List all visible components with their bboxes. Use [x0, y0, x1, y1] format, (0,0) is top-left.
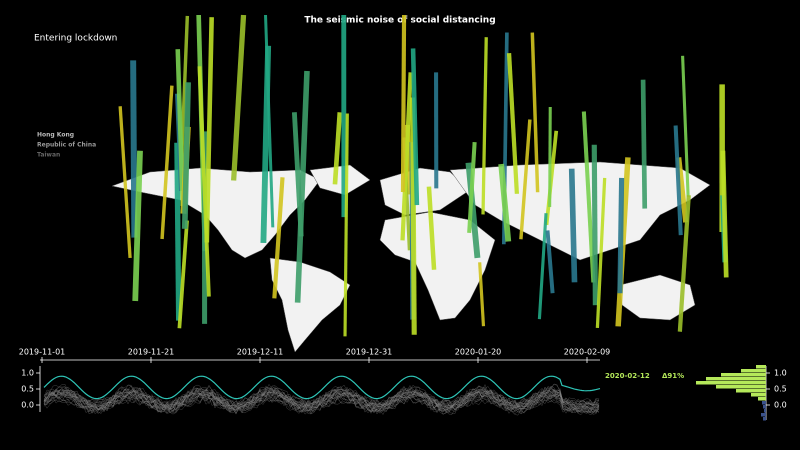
region-label: Hong Kong — [37, 132, 74, 139]
station-bar — [506, 53, 520, 194]
noise-trace — [43, 388, 600, 407]
station-bar — [332, 112, 343, 185]
station-bar — [673, 125, 683, 236]
station-bar — [400, 72, 413, 241]
noise-trace — [43, 394, 600, 416]
station-bar — [537, 213, 548, 320]
station-bar — [132, 150, 143, 302]
y-tick-label: 1.0 — [21, 369, 34, 378]
noise-trace — [43, 389, 600, 415]
noise-trace — [43, 388, 600, 409]
x-tick-label: 2019-11-01 — [19, 348, 66, 357]
station-bar — [160, 85, 174, 240]
station-bar — [426, 186, 437, 270]
station-bar — [481, 37, 488, 215]
histogram-panel: 1.0 0.5 0.0 — [696, 365, 787, 421]
hist-bar — [758, 397, 766, 401]
station-bar — [498, 163, 512, 242]
station-bar — [409, 97, 417, 335]
station-bar — [231, 14, 247, 181]
x-tick-label: 2019-12-31 — [346, 348, 393, 357]
change-label: Δ91% — [662, 372, 684, 380]
noise-trace — [43, 386, 600, 410]
region-label: Taiwan — [37, 152, 60, 159]
station-bar — [530, 32, 540, 193]
station-bar — [548, 106, 552, 207]
noise-trace — [43, 385, 600, 407]
noise-traces — [43, 375, 601, 416]
station-bar — [617, 177, 625, 294]
station-bar — [400, 14, 407, 193]
station-bar — [175, 49, 185, 207]
station-bar — [519, 119, 532, 240]
station-bar — [343, 113, 349, 337]
x-tick-label: 2019-11-21 — [128, 348, 175, 357]
station-bar — [581, 111, 596, 283]
hist-bar — [721, 373, 766, 377]
y-tick-label: 0.5 — [774, 385, 787, 394]
station-bar — [545, 230, 555, 294]
timeline-panel: 2020-02-12 Δ91% 2019-11-01 2019-11-21 2019… — [19, 348, 684, 416]
station-bar — [130, 60, 138, 238]
hist-bar — [716, 385, 766, 389]
x-tick-label: 2020-01-20 — [455, 348, 502, 357]
station-bars — [118, 14, 729, 337]
station-bar — [467, 142, 477, 233]
hist-bar — [741, 369, 766, 373]
y-tick-label: 1.0 — [774, 369, 787, 378]
station-bar — [544, 130, 559, 226]
y-tick-label: 0.0 — [21, 401, 34, 410]
noise-trace — [43, 388, 600, 407]
x-tick-label: 2019-12-11 — [237, 348, 284, 357]
noise-trace — [43, 385, 600, 411]
station-bar — [174, 142, 182, 321]
station-bar — [410, 48, 420, 206]
station-bar — [677, 195, 691, 332]
title: The seismic noise of social distancing — [304, 16, 495, 26]
hist-bar — [756, 365, 766, 369]
hist-bar — [764, 409, 766, 413]
hist-bar — [763, 417, 766, 421]
hist-bar — [762, 401, 766, 405]
station-bar — [294, 70, 310, 303]
noise-trace — [43, 395, 600, 414]
hist-bar — [751, 393, 766, 397]
current-date: 2020-02-12 — [605, 372, 650, 380]
station-bar — [591, 144, 598, 306]
station-bar — [478, 262, 486, 327]
station-bar — [118, 106, 132, 259]
station-bar — [640, 79, 648, 209]
station-bar — [720, 150, 729, 278]
hist-bar — [696, 381, 766, 385]
station-bar — [177, 220, 189, 329]
y-tick-label: 0.0 — [774, 401, 787, 410]
station-bar — [676, 157, 689, 223]
station-bar — [272, 177, 285, 299]
station-bar — [204, 17, 214, 243]
median-trace — [43, 375, 601, 400]
y-tick-label: 0.5 — [21, 385, 34, 394]
hist-bar — [736, 389, 766, 393]
station-bar — [197, 66, 211, 297]
hist-bar — [763, 405, 766, 409]
x-tick-label: 2020-02-09 — [564, 348, 611, 357]
station-bar — [595, 177, 607, 329]
continent — [269, 257, 351, 353]
station-bar — [465, 162, 481, 259]
station-bar — [681, 55, 690, 197]
station-bar — [264, 14, 275, 228]
hist-bar — [706, 377, 766, 381]
noise-trace — [43, 391, 600, 415]
hist-bar — [761, 413, 766, 417]
station-bar — [291, 112, 304, 237]
station-bar — [181, 82, 191, 229]
subtitle: Entering lockdown — [34, 34, 117, 44]
noise-trace — [43, 387, 600, 408]
station-bar — [568, 168, 578, 283]
region-label: Republic of China — [37, 142, 96, 149]
